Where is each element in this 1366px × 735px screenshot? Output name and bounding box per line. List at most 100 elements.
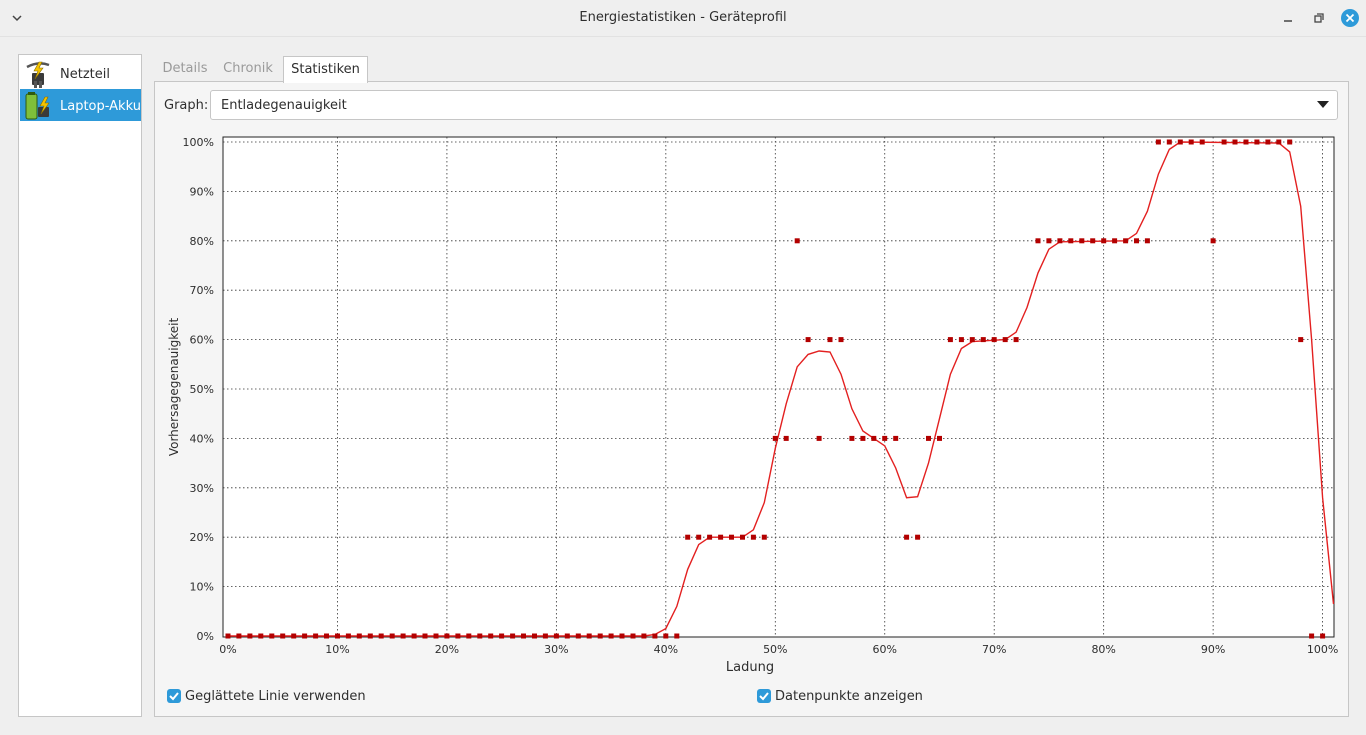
sidebar-item-label: Netzteil [60,67,110,82]
data-point [1166,139,1172,145]
data-point [937,435,942,441]
data-point [1243,139,1249,145]
data-point [356,633,362,639]
data-point [1265,139,1271,145]
data-point [258,633,264,639]
data-point [893,435,899,441]
graph-select[interactable]: Entladegenauigkeit [210,90,1338,120]
data-point [422,633,428,639]
data-point [378,633,384,639]
smoothed-line [228,141,1335,637]
data-point [1287,139,1293,145]
data-point [1013,337,1019,343]
x-tick-label: 80% [1091,643,1115,656]
data-point [838,337,844,343]
data-point [641,633,647,639]
x-tick-label: 20% [435,643,459,656]
data-point [1155,139,1161,145]
data-point [564,633,570,639]
data-point [247,633,253,639]
data-point [761,534,767,540]
plot-area [222,136,1335,638]
data-point [400,633,406,639]
y-tick-label: 10% [190,581,214,594]
data-point [980,337,986,343]
data-point [1046,238,1052,244]
data-point [696,534,702,540]
data-point [772,435,778,441]
tab-chronik[interactable]: Chronik [223,61,273,76]
data-point [1144,238,1150,244]
y-tick-label: 50% [190,383,214,396]
window-menu-icon[interactable] [7,8,27,28]
x-tick-label: 30% [544,643,568,656]
x-tick-label: 100% [1307,643,1338,656]
data-point [1057,238,1063,244]
data-point [707,534,713,540]
restore-icon[interactable] [1309,8,1329,28]
tab-details[interactable]: Details [162,61,208,76]
data-point [750,534,756,540]
data-point [1123,238,1129,244]
data-point [1221,139,1227,145]
device-list: Netzteil Laptop-Akku [18,54,142,717]
data-point [411,633,417,639]
y-tick-label: 60% [190,334,214,347]
sidebar-item-laptop-akku[interactable]: Laptop-Akku [20,89,141,121]
dropdown-arrow-icon [1317,101,1329,108]
y-tick-label: 90% [190,185,214,198]
checkbox-checked-icon [167,689,181,703]
y-tick-label: 40% [190,432,214,445]
data-point [488,633,494,639]
data-point [915,534,921,540]
data-point [1112,238,1118,244]
data-point [1079,238,1085,244]
data-point [1188,139,1194,145]
data-point [1298,337,1304,343]
data-point [455,633,461,639]
data-point [860,435,866,441]
data-point [1276,139,1282,145]
data-point [1232,139,1238,145]
graph-label: Graph: [164,98,209,113]
data-point [510,633,516,639]
checkbox-checked-icon [757,689,771,703]
data-point [345,633,351,639]
close-icon[interactable] [1340,8,1360,28]
x-tick-label: 70% [982,643,1006,656]
data-point [630,633,636,639]
data-point [794,238,800,244]
y-tick-label: 30% [190,482,214,495]
data-point [586,633,592,639]
data-point [324,633,329,639]
data-point [652,633,658,639]
data-point [947,337,953,343]
x-tick-label: 0% [219,643,236,656]
data-point [718,534,724,540]
data-point [542,633,548,639]
data-point [521,633,526,639]
data-point [1254,139,1260,145]
data-point [477,633,483,639]
x-tick-label: 10% [325,643,349,656]
data-point [236,633,242,639]
data-point [904,534,910,540]
sidebar-item-label: Laptop-Akku [60,99,141,114]
data-point [969,337,975,343]
data-point [729,534,734,540]
data-point [663,633,669,639]
data-point [1199,139,1205,145]
y-tick-label: 80% [190,235,214,248]
data-point [608,633,614,639]
data-point [1035,238,1041,244]
data-point [783,435,789,441]
tab-statistiken[interactable]: Statistiken [283,56,368,83]
window-title: Energiestatistiken - Geräteprofil [579,10,787,25]
grid [223,137,1334,637]
minimize-icon[interactable] [1278,8,1298,28]
data-point [882,435,888,441]
sidebar-item-netzteil[interactable]: Netzteil [20,57,141,89]
y-tick-labels: 0% 10% 20% 30% 40% 50% 60% 70% 80% 90% 100% [183,136,214,643]
data-point [1134,238,1139,244]
x-tick-label: 60% [873,643,897,656]
